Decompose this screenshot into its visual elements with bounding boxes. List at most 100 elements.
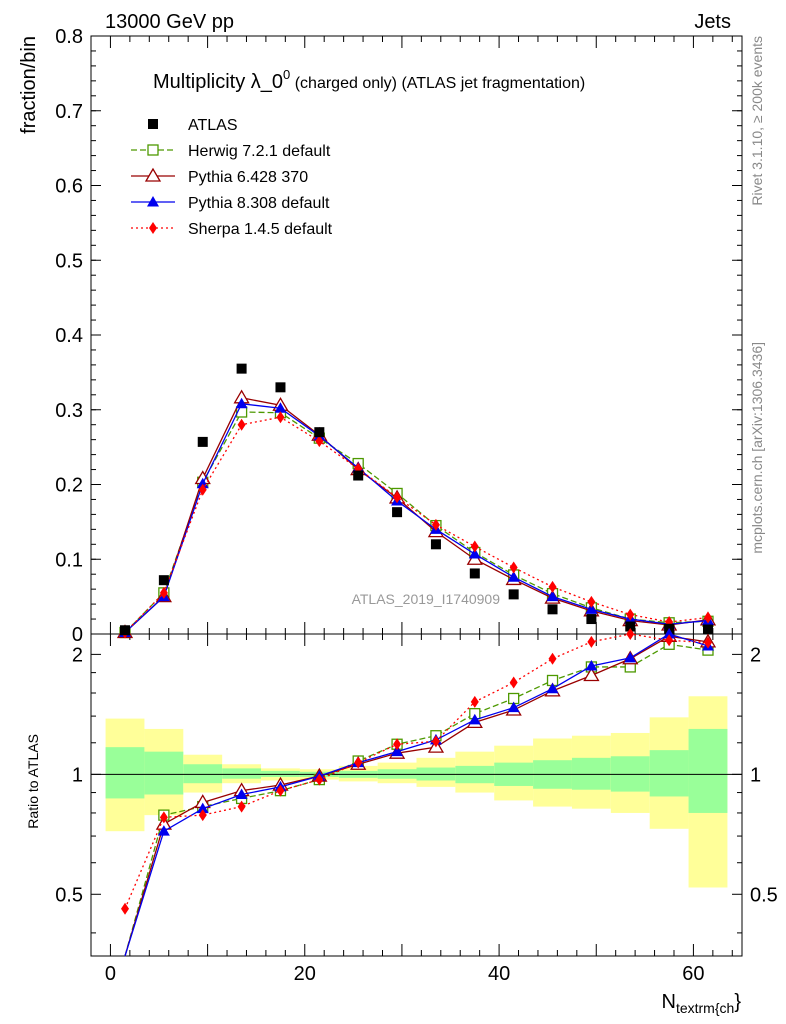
legend-marker <box>147 196 159 207</box>
ratio-data-point <box>509 676 518 689</box>
ratio-data-point <box>276 784 285 797</box>
main-y-tick-label: 0.3 <box>55 400 83 422</box>
ratio-data-point <box>431 735 440 748</box>
main-series-line <box>124 411 709 633</box>
main-data-point <box>626 608 635 621</box>
stat-uncertainty-band <box>183 764 223 784</box>
main-y-tick-label: 0.4 <box>55 325 83 347</box>
ratio-panel-frame <box>90 633 743 957</box>
ratio-data-point <box>391 745 404 757</box>
ratio-data-point <box>237 800 246 813</box>
x-tick-label: 60 <box>682 963 704 985</box>
x-tick-label: 0 <box>105 963 116 985</box>
ratio-data-point <box>468 713 481 725</box>
main-data-point <box>237 418 246 431</box>
ratio-series-line <box>124 633 709 957</box>
main-data-point <box>468 548 481 559</box>
ratio-y-tick-label-right: 1 <box>750 764 761 786</box>
ratio-series-line <box>124 635 709 957</box>
main-data-point <box>625 621 636 632</box>
mcplots-reference-label: mcplots.cern.ch [arXiv:1306.3436] <box>749 342 765 554</box>
ratio-data-point <box>587 635 596 648</box>
header-energy: 13000 GeV pp <box>105 11 234 33</box>
ratio-data-point <box>585 660 598 671</box>
x-axis-label-sub: textrm{ch <box>676 1000 734 1016</box>
main-data-point <box>159 586 168 599</box>
ratio-uncertainty-bands <box>91 696 742 888</box>
ratio-series <box>121 628 712 915</box>
main-y-tick-label: 0.1 <box>55 549 83 571</box>
main-data-point <box>430 539 441 550</box>
axis-ticks: 00.10.20.30.40.50.60.70.80 20 40 600.5 0.51 1… <box>55 26 778 985</box>
main-data-point <box>586 614 597 625</box>
ratio-data-point <box>626 628 635 640</box>
main-data-point <box>469 568 480 579</box>
main-data-point <box>470 540 479 553</box>
ratio-data-point <box>507 701 520 713</box>
x-axis-label-tail: } <box>734 991 741 1013</box>
main-y-tick-label: 0.5 <box>55 250 83 272</box>
data-series-layer <box>116 363 717 957</box>
main-data-point <box>509 561 518 574</box>
main-series-line <box>124 403 709 633</box>
main-data-point <box>507 571 520 582</box>
main-y-tick-label: 0.7 <box>55 101 83 123</box>
main-data-point <box>585 603 598 614</box>
ratio-data-point <box>665 634 674 647</box>
main-data-point <box>508 589 519 600</box>
main-data-point <box>587 595 596 608</box>
legend-label: Pythia 6.428 370 <box>188 169 308 186</box>
main-data-point <box>120 625 131 636</box>
ratio-y-axis-label: Ratio to ATLAS <box>25 734 41 829</box>
main-data-point <box>315 435 324 448</box>
legend-label: Sherpa 1.4.5 default <box>188 221 333 238</box>
ratio-y-tick-label: 1 <box>72 764 83 786</box>
ratio-data-point <box>393 738 402 751</box>
main-data-point <box>548 580 557 593</box>
stat-uncertainty-band <box>649 750 689 797</box>
ratio-data-point <box>703 636 712 649</box>
main-series <box>121 411 712 639</box>
legend-marker <box>149 222 157 234</box>
ratio-data-point <box>235 788 248 799</box>
main-data-point <box>392 507 403 518</box>
main-y-axis-label: fraction/bin <box>18 36 40 134</box>
legend-label: Pythia 8.308 default <box>188 195 330 212</box>
main-data-point <box>546 590 559 602</box>
main-data-point <box>275 382 286 393</box>
main-data-point <box>197 436 208 447</box>
main-y-tick-label: 0.2 <box>55 475 83 497</box>
x-tick-label: 20 <box>294 963 316 985</box>
title-superscript: 0 <box>283 67 290 82</box>
ratio-data-point <box>624 651 637 663</box>
main-data-point <box>547 604 558 615</box>
main-data-point <box>158 575 169 586</box>
title-subtitle: (charged only) (ATLAS jet fragmentation) <box>290 75 585 92</box>
main-y-tick-label: 0.8 <box>55 26 83 48</box>
main-y-tick-label: 0.6 <box>55 176 83 198</box>
ratio-data-point <box>546 682 559 694</box>
x-axis-label-main: N <box>662 991 676 1013</box>
ratio-data-point <box>157 825 170 836</box>
stat-uncertainty-band <box>222 768 262 779</box>
legend: ATLAS Herwig 7.2.1 default Pythia 6.428 37… <box>131 117 333 238</box>
main-series-line <box>124 416 709 633</box>
chart-title: Multiplicity λ_00 (charged only) (ATLAS … <box>153 67 585 93</box>
analysis-watermark: ATLAS_2019_I1740909 <box>352 591 501 607</box>
main-data-point <box>703 611 712 624</box>
ratio-data-point <box>198 809 207 822</box>
main-data-point <box>274 402 287 413</box>
ratio-series-line <box>124 633 709 909</box>
ratio-y-tick-label: 0.5 <box>55 884 83 906</box>
stat-uncertainty-band <box>571 757 611 790</box>
main-data-point <box>198 483 207 496</box>
ratio-y-tick-label-right: 0.5 <box>750 884 778 906</box>
ratio-data-point <box>196 802 209 814</box>
legend-marker <box>147 144 159 156</box>
legend-label: Herwig 7.2.1 default <box>188 143 331 160</box>
rivet-version-label: Rivet 3.1.10, ≥ 200k events <box>749 36 765 206</box>
ratio-series-line <box>124 643 709 957</box>
main-data-point <box>393 491 402 504</box>
stat-uncertainty-band <box>144 751 184 795</box>
main-data-point <box>235 397 248 409</box>
